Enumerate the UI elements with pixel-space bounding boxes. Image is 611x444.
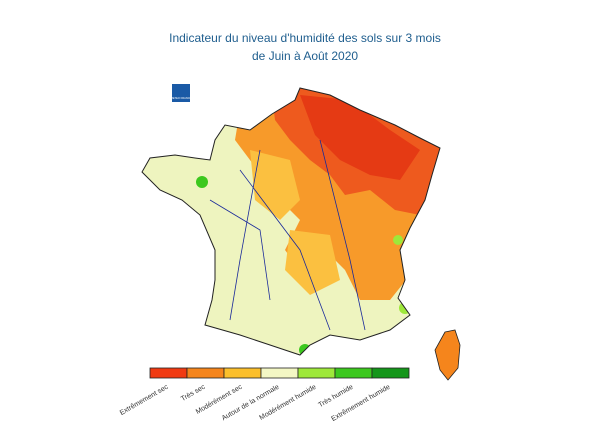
legend-label: Très sec: [180, 383, 207, 403]
title-line: Indicateur du niveau d'humidité des sols…: [169, 31, 441, 45]
legend-swatch: [149, 367, 188, 379]
logo-box: [172, 84, 190, 102]
title-line: de Juin à Août 2020: [252, 49, 358, 63]
legend-swatch: [223, 367, 262, 379]
legend-swatch: [371, 367, 410, 379]
legend-swatch: [297, 367, 336, 379]
logo-text: METEO FRANCE: [171, 96, 192, 100]
logo: METEO FRANCE: [171, 84, 192, 102]
france-map: [142, 88, 440, 355]
legend-label: Extrêmement sec: [119, 383, 170, 417]
legend-swatch: [186, 367, 225, 379]
legend-swatch: [334, 367, 373, 379]
legend-swatch: [260, 367, 299, 379]
corsica: [434, 329, 461, 381]
